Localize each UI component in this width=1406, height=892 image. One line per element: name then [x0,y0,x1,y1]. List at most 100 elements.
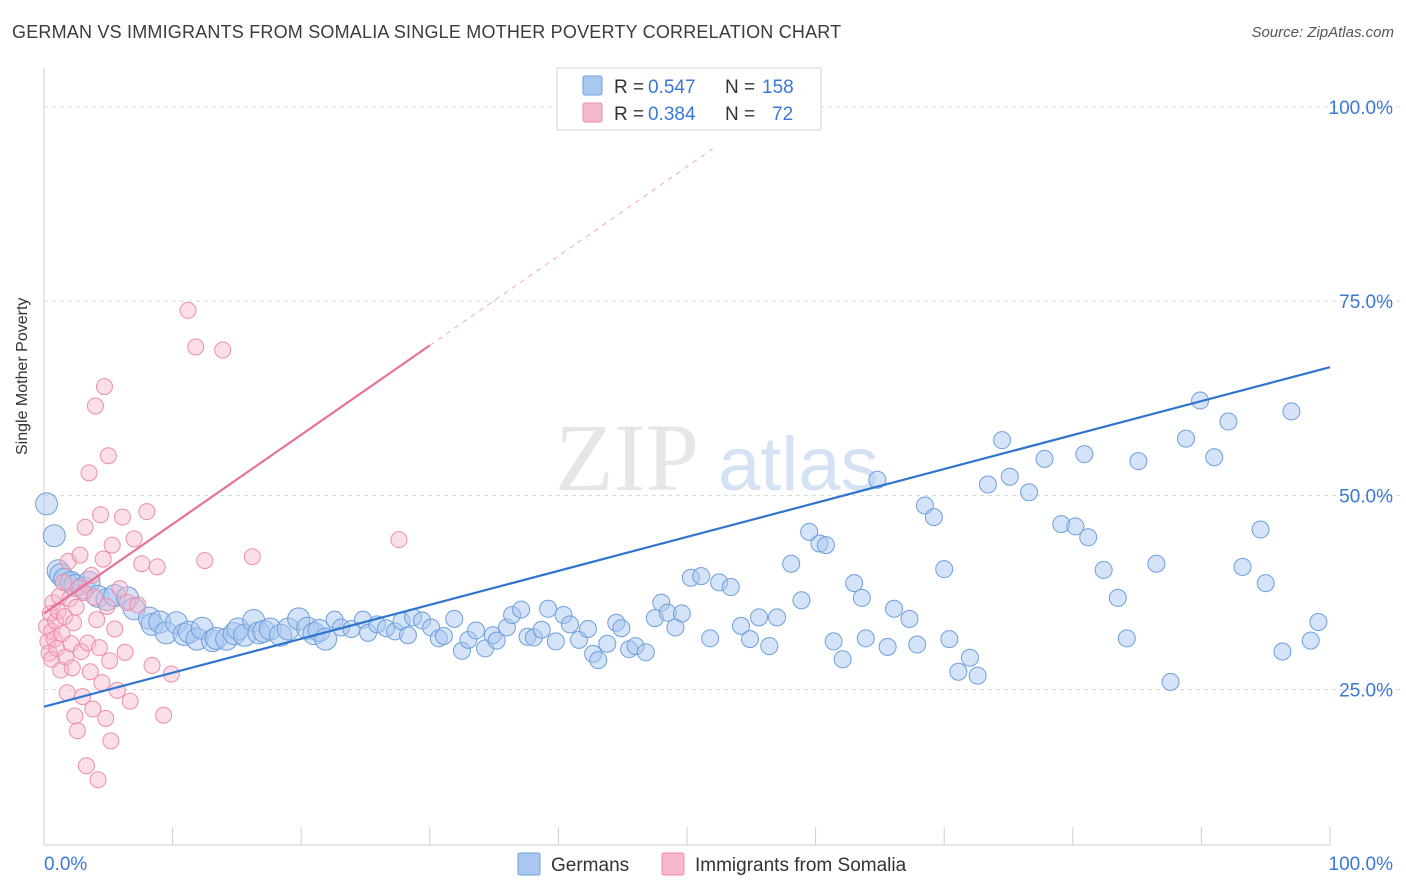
point-somalia [71,546,89,564]
legend-swatch-germans [517,852,541,876]
point-somalia [390,531,408,549]
point-germans [1251,520,1270,539]
point-somalia [90,639,108,657]
point-germans [721,578,740,597]
point-germans [968,666,987,685]
point-germans [856,629,875,648]
point-somalia [94,550,112,568]
point-germans [800,522,819,541]
point-germans [398,626,417,645]
legend-n-value: 72 [772,104,793,125]
point-germans [701,629,720,648]
point-somalia [88,611,106,629]
point-somalia [38,618,56,636]
point-germans [692,567,711,586]
point-somalia [77,757,95,775]
point-germans [1129,452,1148,471]
point-germans [672,604,691,623]
point-somalia [54,573,72,591]
point-somalia [121,692,139,710]
y-tick-label: 25.0% [1339,681,1393,702]
tick-labels: 25.0% 50.0% 75.0% 100.0% 0.0% 100.0% [44,98,1393,875]
point-somalia [43,650,61,668]
point-germans [1282,402,1301,421]
point-somalia [102,732,120,750]
point-germans [833,650,852,669]
point-germans [434,626,453,645]
point-germans [1094,560,1113,579]
point-somalia [67,598,85,616]
point-somalia [97,709,115,727]
point-germans [578,619,597,638]
point-somalia [80,464,98,482]
point-germans [960,648,979,667]
point-somalia [143,657,161,675]
point-germans [1309,613,1328,632]
point-germans [845,574,864,593]
legend-swatch-somalia [661,852,685,876]
point-germans [1273,642,1292,661]
point-germans [816,536,835,555]
point-germans [1117,629,1136,648]
point-germans [852,588,871,607]
point-somalia [56,608,74,626]
point-somalia [86,397,104,415]
point-germans [760,637,779,656]
point-germans [750,608,769,627]
x-tick-label: 0.0% [44,854,87,875]
point-germans [532,620,551,639]
point-germans [878,637,897,656]
axes [43,68,1331,846]
point-somalia [129,596,147,614]
point-germans [792,591,811,610]
point-germans [940,630,959,649]
point-germans [1075,445,1094,464]
point-germans [949,662,968,681]
series-germans [35,391,1328,691]
trend-line-somalia [43,344,431,615]
point-somalia [89,771,107,789]
point-germans [42,524,66,548]
legend-r-label: R = [614,104,644,125]
point-germans [868,470,887,489]
point-germans [1219,412,1238,431]
y-tick-label: 75.0% [1339,292,1393,313]
point-somalia [179,301,197,319]
point-germans [935,560,954,579]
legend-n-value: 158 [762,77,794,98]
point-germans [1301,631,1320,650]
trend-line-germans [43,366,1331,708]
point-germans [1256,574,1275,593]
point-germans [539,599,558,618]
point-somalia [148,558,166,576]
legend-r-label: R = [614,77,644,98]
trend-lines [43,148,1331,708]
point-somalia [187,338,205,356]
point-somalia [72,643,90,661]
point-somalia [155,706,173,724]
point-germans [1147,554,1166,573]
point-germans [1176,429,1195,448]
point-germans [908,635,927,654]
point-germans [589,651,608,670]
point-germans [1020,483,1039,502]
point-germans [732,616,751,635]
point-germans [445,609,464,628]
point-germans [978,475,997,494]
point-somalia [81,663,99,681]
point-germans [741,630,760,649]
point-somalia [119,594,137,612]
point-germans [1161,672,1180,691]
legend-swatch-somalia [582,102,603,123]
point-germans [598,634,617,653]
point-germans [1108,588,1127,607]
point-somalia [57,648,75,666]
y-tick-label: 100.0% [1329,98,1394,119]
point-somalia [99,447,117,465]
point-somalia [133,555,151,573]
point-somalia [138,503,156,521]
point-germans [1079,528,1098,547]
point-germans [1205,448,1224,467]
series-legend: Germans Immigrants from Somalia [517,852,907,876]
